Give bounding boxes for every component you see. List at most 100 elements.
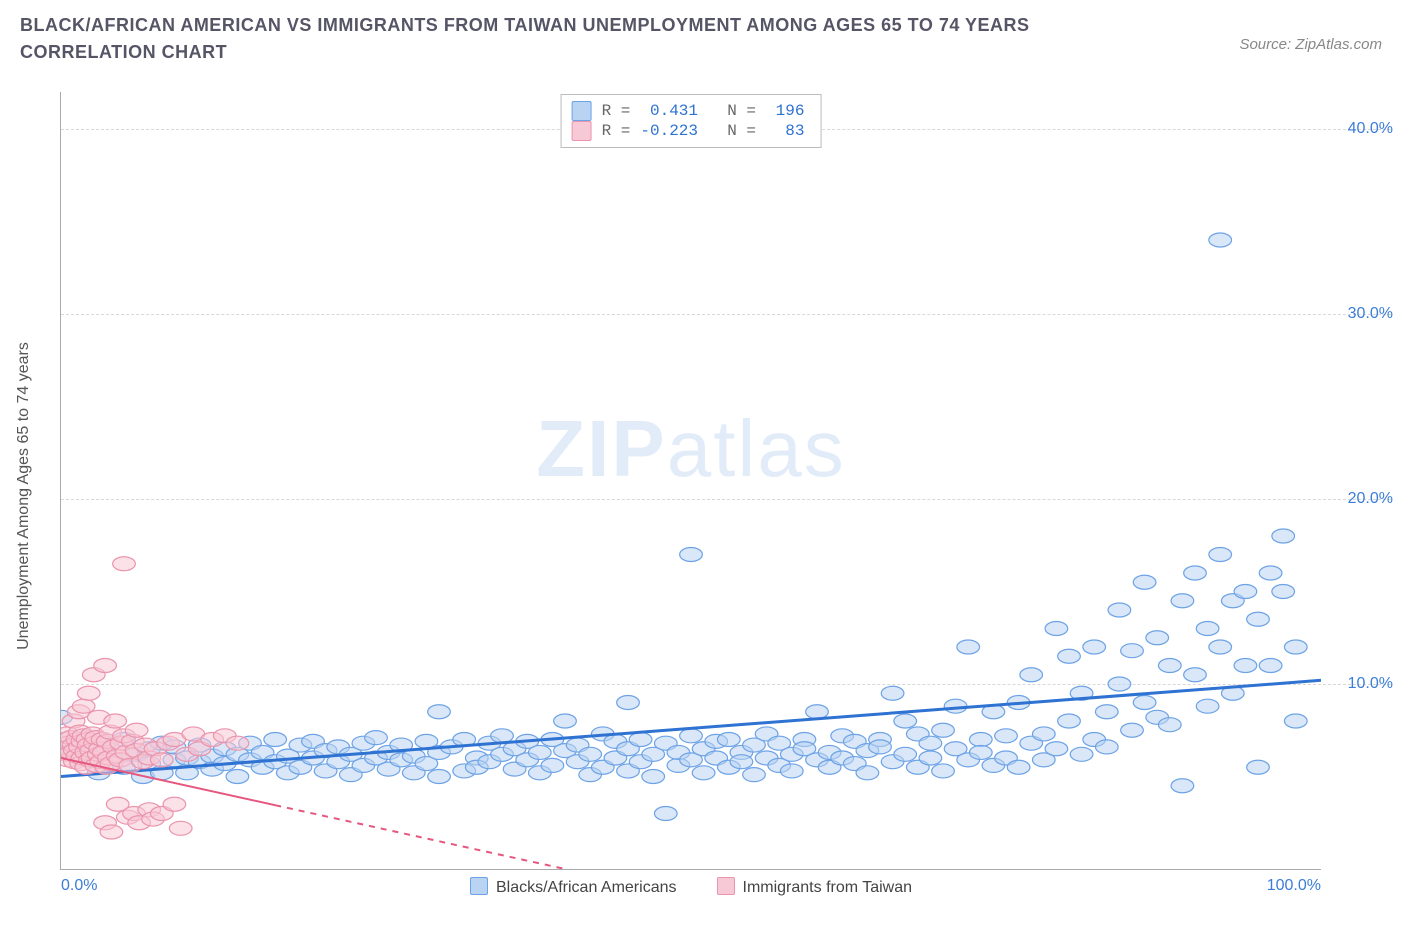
data-point bbox=[1133, 696, 1156, 710]
data-point bbox=[1133, 575, 1156, 589]
data-point bbox=[1259, 659, 1282, 673]
data-point bbox=[806, 705, 829, 719]
data-point bbox=[869, 740, 892, 754]
data-point bbox=[169, 821, 192, 835]
data-point bbox=[1272, 529, 1295, 543]
data-point bbox=[856, 766, 879, 780]
page-title: BLACK/AFRICAN AMERICAN VS IMMIGRANTS FRO… bbox=[20, 12, 1120, 66]
stat-row: R = 0.431 N = 196 bbox=[572, 101, 805, 121]
data-point bbox=[1032, 727, 1055, 741]
series-legend-item: Blacks/African Americans bbox=[470, 877, 677, 897]
data-point bbox=[491, 729, 514, 743]
data-point bbox=[1209, 233, 1232, 247]
data-point bbox=[1146, 631, 1169, 645]
data-point bbox=[94, 659, 117, 673]
data-point bbox=[1007, 760, 1030, 774]
data-point bbox=[1247, 760, 1270, 774]
data-point bbox=[654, 807, 677, 821]
data-point bbox=[163, 797, 186, 811]
series-legend-item: Immigrants from Taiwan bbox=[716, 877, 912, 897]
stat-swatch bbox=[572, 121, 592, 141]
legend-label: Blacks/African Americans bbox=[496, 879, 677, 896]
legend-swatch bbox=[470, 877, 488, 895]
data-point bbox=[894, 747, 917, 761]
data-point bbox=[1121, 723, 1144, 737]
data-point bbox=[125, 723, 148, 737]
data-point bbox=[77, 686, 100, 700]
data-point bbox=[428, 770, 451, 784]
data-point bbox=[680, 548, 703, 562]
data-point bbox=[881, 686, 904, 700]
data-point bbox=[1196, 622, 1219, 636]
stat-n-label: N = bbox=[708, 102, 756, 120]
legend-swatch bbox=[716, 877, 734, 895]
stat-r-value: 0.431 bbox=[640, 102, 698, 120]
x-tick-label: 100.0% bbox=[1267, 877, 1321, 895]
data-point bbox=[1045, 622, 1068, 636]
data-point bbox=[104, 714, 127, 728]
data-point bbox=[1196, 699, 1219, 713]
data-point bbox=[969, 733, 992, 747]
data-point bbox=[1045, 742, 1068, 756]
correlation-chart: Unemployment Among Ages 65 to 74 years Z… bbox=[48, 92, 1396, 900]
data-point bbox=[1171, 779, 1194, 793]
data-point bbox=[1095, 740, 1118, 754]
data-point bbox=[264, 733, 287, 747]
stat-n-value: 83 bbox=[766, 122, 804, 140]
data-point bbox=[1184, 668, 1207, 682]
stat-row: R =-0.223 N = 83 bbox=[572, 121, 805, 141]
stat-n-value: 196 bbox=[766, 102, 804, 120]
data-point bbox=[617, 696, 640, 710]
data-point bbox=[1095, 705, 1118, 719]
data-point bbox=[1020, 668, 1043, 682]
trend-line-dashed bbox=[275, 805, 565, 869]
data-point bbox=[932, 723, 955, 737]
data-point bbox=[365, 731, 388, 745]
data-point bbox=[995, 729, 1018, 743]
data-point bbox=[226, 736, 249, 750]
data-point bbox=[969, 745, 992, 759]
data-point bbox=[1284, 640, 1307, 654]
data-point bbox=[1108, 603, 1131, 617]
data-point bbox=[1209, 640, 1232, 654]
data-point bbox=[1158, 718, 1181, 732]
plot-area: ZIPatlas R = 0.431 N = 196R =-0.223 N = … bbox=[60, 92, 1321, 870]
data-point bbox=[554, 714, 577, 728]
stat-r-label: R = bbox=[602, 102, 631, 120]
data-point bbox=[1121, 644, 1144, 658]
data-point bbox=[100, 825, 123, 839]
scatter-svg bbox=[61, 92, 1321, 869]
data-point bbox=[72, 699, 95, 713]
data-point bbox=[1234, 659, 1257, 673]
data-point bbox=[113, 557, 136, 571]
data-point bbox=[1058, 649, 1081, 663]
data-point bbox=[919, 736, 942, 750]
data-point bbox=[1171, 594, 1194, 608]
y-tick-label: 30.0% bbox=[1325, 305, 1393, 323]
y-tick-label: 40.0% bbox=[1325, 120, 1393, 138]
data-point bbox=[932, 764, 955, 778]
data-point bbox=[528, 745, 551, 759]
data-point bbox=[629, 733, 652, 747]
data-point bbox=[780, 764, 803, 778]
source-label: Source: ZipAtlas.com bbox=[1239, 36, 1382, 53]
data-point bbox=[957, 640, 980, 654]
data-point bbox=[1058, 714, 1081, 728]
y-axis-label: Unemployment Among Ages 65 to 74 years bbox=[15, 342, 33, 650]
data-point bbox=[1284, 714, 1307, 728]
data-point bbox=[919, 751, 942, 765]
stat-swatch bbox=[572, 101, 592, 121]
series-legend: Blacks/African Americans Immigrants from … bbox=[470, 877, 912, 897]
y-tick-label: 20.0% bbox=[1325, 490, 1393, 508]
data-point bbox=[743, 768, 766, 782]
data-point bbox=[579, 747, 602, 761]
y-tick-label: 10.0% bbox=[1325, 675, 1393, 693]
stat-r-label: R = bbox=[602, 122, 631, 140]
data-point bbox=[1083, 640, 1106, 654]
data-point bbox=[428, 705, 451, 719]
x-tick-label: 0.0% bbox=[61, 877, 97, 895]
data-point bbox=[717, 733, 740, 747]
data-point bbox=[226, 770, 249, 784]
data-point bbox=[1234, 585, 1257, 599]
stat-n-label: N = bbox=[708, 122, 756, 140]
